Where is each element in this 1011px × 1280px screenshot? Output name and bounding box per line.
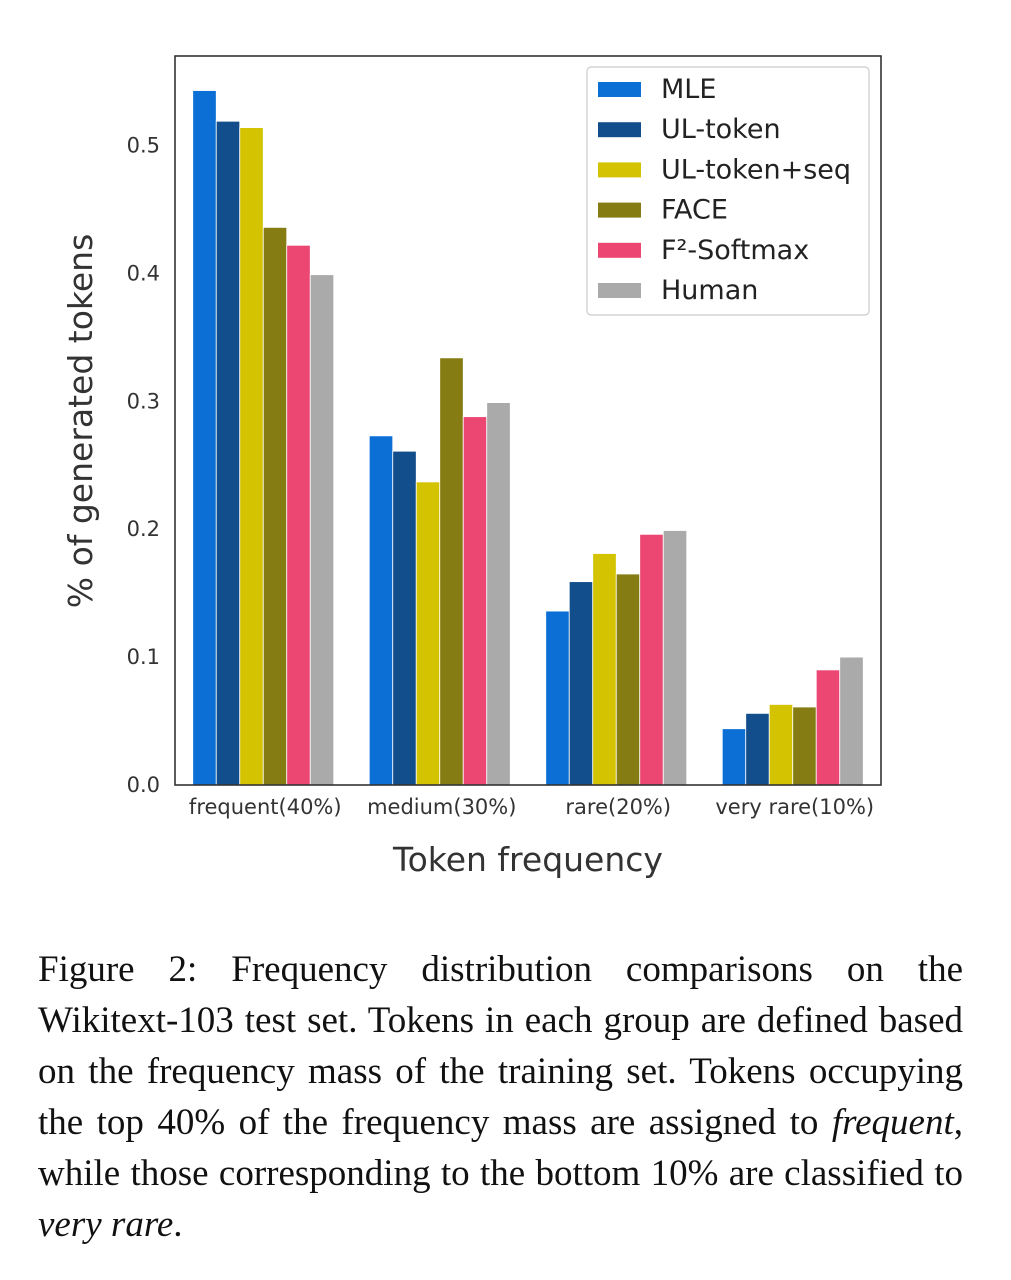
y-axis-title: % of generated tokens [61, 234, 100, 609]
y-tick-label-0: 0.0 [127, 773, 160, 797]
bar-3-3 [792, 706, 817, 786]
legend-label-0: MLE [661, 74, 716, 105]
bars-layer [192, 90, 864, 786]
bar-2-3 [768, 704, 794, 786]
bar-1-3 [745, 712, 770, 786]
legend-label-2: UL-token+seq [661, 154, 851, 185]
bar-2-0 [239, 127, 264, 786]
legend-label-3: FACE [661, 195, 728, 226]
legend-swatch-5 [598, 283, 641, 298]
bar-0-0 [192, 90, 217, 786]
bar-0-1 [368, 435, 394, 786]
legend-label-1: UL-token [661, 114, 781, 145]
bar-2-2 [592, 553, 617, 786]
caption-text-2: , while those corresponding to the botto… [38, 1102, 963, 1194]
legend: MLE UL-token UL-token+seq FACE F²-Softmax Hum… [586, 66, 870, 316]
y-tick-label-2: 0.2 [127, 517, 160, 541]
bar-1-0 [215, 120, 241, 786]
y-tick-label-3: 0.3 [127, 389, 160, 413]
x-tick-label-1: medium(30%) [367, 795, 516, 819]
y-tick-label-5: 0.5 [127, 134, 160, 158]
bar-3-1 [439, 357, 464, 786]
bar-4-2 [639, 533, 664, 786]
legend-swatch-4 [598, 242, 641, 258]
caption-text-3: . [173, 1204, 183, 1245]
x-axis-title: Token frequency [392, 840, 663, 879]
bar-0-2 [545, 610, 570, 786]
bar-0-3 [721, 728, 747, 786]
bar-4-3 [815, 669, 841, 786]
y-tick-label-4: 0.4 [127, 261, 160, 285]
caption-label: Figure 2: [38, 949, 198, 990]
plot-frame [174, 55, 882, 786]
bar-5-3 [839, 656, 864, 786]
bar-3-2 [615, 573, 641, 786]
caption-emph-very-rare: very rare [38, 1204, 174, 1245]
y-tick-label-1: 0.1 [127, 645, 160, 669]
x-tick-labels: frequent(40%) medium(30%) rare(20%) very ra… [189, 795, 874, 819]
bar-4-0 [286, 244, 311, 786]
legend-label-4: F²-Softmax [661, 235, 809, 266]
legend-frame [586, 66, 870, 316]
legend-label-5: Human [661, 275, 758, 306]
bar-5-0 [309, 274, 335, 786]
figure-caption: Figure 2: Frequency distribution compari… [38, 944, 963, 1250]
legend-swatch-2 [598, 162, 641, 178]
legend-swatch-1 [598, 122, 641, 138]
legend-swatch-0 [598, 82, 641, 97]
bar-5-1 [486, 402, 511, 786]
caption-emph-frequent: frequent [831, 1102, 954, 1143]
bar-2-1 [415, 481, 441, 786]
y-tick-labels: 0.0 0.1 0.2 0.3 0.4 0.5 [127, 134, 160, 797]
bar-1-1 [392, 450, 417, 786]
x-tick-label-0: frequent(40%) [189, 795, 342, 819]
x-tick-label-2: rare(20%) [565, 795, 671, 819]
bar-4-1 [462, 416, 488, 786]
bar-5-2 [662, 530, 688, 786]
legend-items: MLE UL-token UL-token+seq FACE F²-Softmax Hum… [598, 74, 851, 306]
bar-1-2 [568, 581, 594, 786]
bar-3-0 [262, 226, 288, 786]
bar-chart: 0.0 0.1 0.2 0.3 0.4 0.5 frequent(40%) medium(3… [61, 55, 882, 879]
x-tick-label-3: very rare(10%) [715, 795, 874, 819]
legend-swatch-3 [598, 202, 641, 218]
caption-text-1: Frequency distribution comparisons on th… [38, 949, 964, 1143]
